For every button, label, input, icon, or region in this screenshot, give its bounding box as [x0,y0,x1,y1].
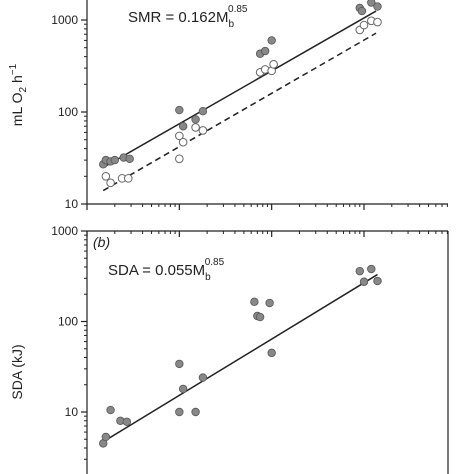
panel-a-point-filled [175,105,184,115]
panel-a-equation: SMR = 0.162Mb0.85 [128,4,248,30]
panel-a-point-filled [267,36,276,45]
panel-b-point-filled [355,266,364,276]
panel-a-point-open [373,17,382,27]
panel-b-fit-line-solid [102,273,378,443]
panel-a-points [99,0,382,188]
panel-a-y-tick-label: 100 [58,105,78,119]
panel-b-tag: (b) [93,234,110,250]
panel-b: 10 100 1000 (b) SDA = 0.055Mb0.85 SDA (kJ) [9,224,449,474]
panel-a-point-filled [191,115,200,124]
panel-a-point-open [359,20,369,30]
panel-a-y-tick-label: 1000 [51,13,78,27]
panel-b-point-filled [267,348,276,358]
panel-b-y-tick-label: 1000 [51,224,78,238]
panel-a-point-open [178,137,188,147]
panel-a-point-filled [367,0,376,7]
panel-a-point-filled [373,2,382,11]
panel-a-point-open [175,131,184,141]
panel-b-point-filled [106,405,115,415]
panel-b-point-filled [175,359,184,369]
panel-a-point-open [198,126,208,135]
panel-a-point-open [123,174,133,183]
panel-b-y-label: SDA (kJ) [9,344,25,399]
panel-a-point-filled [260,46,270,56]
panel-a-point-open [191,123,200,132]
panel-a-point-open [269,59,278,69]
panel-b-point-filled [198,373,208,382]
panel-b-point-filled [250,297,259,307]
panel-a-y-label: mL O2 h−1 [8,63,29,126]
panel-a: 10 100 1000 SMR = 0.162Mb0.85 mL O2 h−1 [8,0,448,211]
panel-a-point-filled [125,154,134,163]
panel-b-y-tick-label: 100 [58,315,78,329]
panel-b-point-filled [178,384,188,394]
panel-a-fit-line-solid [102,10,377,169]
panel-b-point-filled [373,276,382,286]
panel-b-y-tick-label: 10 [65,405,79,419]
panel-a-point-open [101,172,111,181]
panel-b-point-filled [265,298,274,308]
panel-a-point-filled [178,122,188,131]
panel-b-points [99,264,382,448]
panel-a-ticks: 10 100 1000 [51,13,448,211]
panel-b-point-filled [122,417,132,426]
panel-a-point-filled [357,6,367,16]
panel-b-equation: SDA = 0.055Mb0.85 [108,257,225,283]
panel-b-point-filled [191,407,200,417]
panel-a-y-tick-label: 10 [65,197,79,211]
panel-a-point-filled [110,155,119,165]
panel-b-point-filled [367,264,376,274]
panel-b-point-filled [255,312,265,322]
panel-a-point-filled [198,107,208,116]
panel-b-point-filled [359,277,369,286]
panel-a-point-open [106,178,115,188]
panel-b-fit-lines [102,273,378,443]
panel-a-fit-lines [102,10,377,192]
panel-a-point-open [175,154,184,164]
panel-b-point-filled [101,432,111,442]
panel-b-ticks: 10 100 1000 [51,224,448,460]
panel-b-point-filled [175,407,184,417]
panel-a-fit-line-dashed [102,32,377,192]
